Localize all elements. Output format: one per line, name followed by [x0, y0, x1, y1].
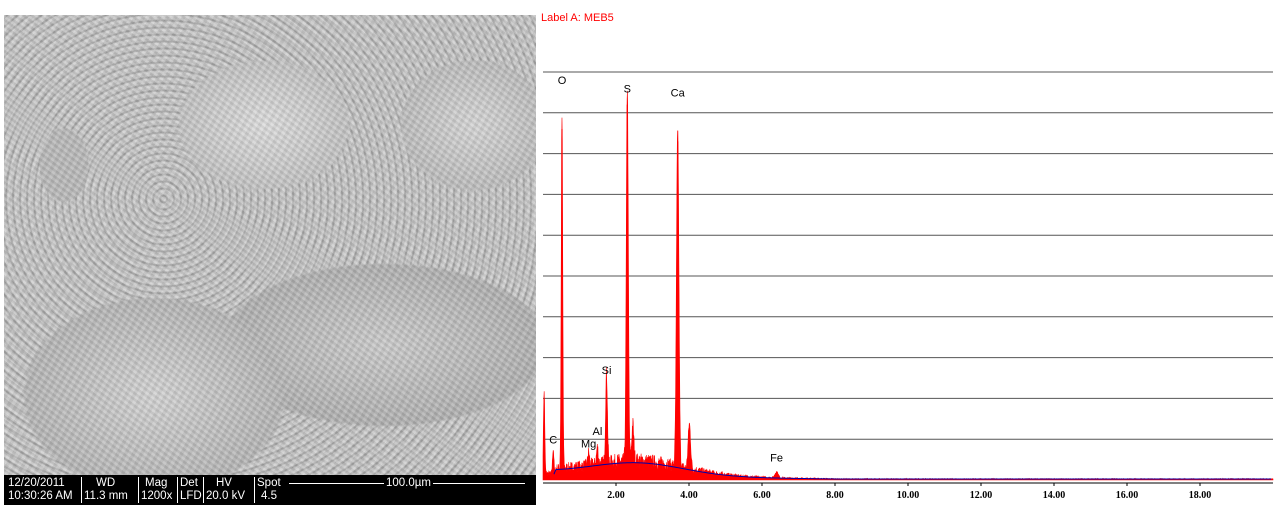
- sem-spot-value: 4.5: [261, 490, 277, 502]
- sem-micrograph-panel: 12/20/2011 10:30:26 AM WD 11.3 mm Mag 12…: [4, 0, 536, 505]
- element-label: Al: [592, 426, 602, 438]
- element-label: Ca: [671, 87, 686, 99]
- sem-date: 12/20/2011: [8, 477, 65, 489]
- sem-det-label: Det: [180, 477, 198, 489]
- sem-det-value: LFD: [180, 490, 202, 502]
- x-tick-label: 16.00: [1116, 490, 1139, 501]
- x-tick-label: 4.00: [680, 490, 698, 501]
- sem-separator: [203, 477, 204, 503]
- sem-hv-value: 20.0 kV: [206, 490, 245, 502]
- sem-hv: HV 20.0 kV: [206, 477, 245, 503]
- background-fit-curve: [553, 462, 1272, 480]
- element-label: S: [624, 83, 631, 95]
- sem-separator: [254, 477, 255, 503]
- chart-title: Label A: MEB5: [541, 12, 614, 24]
- series-layer: [542, 90, 1274, 481]
- sem-det: Det LFD: [180, 477, 202, 503]
- element-label: O: [558, 75, 567, 87]
- x-tick-label: 12.00: [970, 490, 993, 501]
- sem-time: 10:30:26 AM: [8, 490, 73, 502]
- x-tick-label: 2.00: [607, 490, 625, 501]
- x-tick-label: 10.00: [897, 490, 920, 501]
- sem-spot-label: Spot: [257, 477, 281, 489]
- sem-mag: Mag 1200x: [141, 477, 172, 503]
- element-label: Mg: [581, 438, 596, 450]
- sem-wd-label: WD: [96, 477, 116, 489]
- element-label: C: [549, 434, 557, 446]
- sem-spot: Spot 4.5: [257, 477, 281, 503]
- element-label: Si: [602, 365, 612, 377]
- sem-datetime: 12/20/2011 10:30:26 AM: [8, 477, 73, 503]
- x-tick-label: 8.00: [826, 490, 844, 501]
- eds-spectrum-panel: Label A: MEB5 O S Ca Si Al Mg C Fe 2.00 4.00 6.00…: [540, 0, 1274, 505]
- x-tick-label: 18.00: [1189, 490, 1212, 501]
- sem-info-bar: 12/20/2011 10:30:26 AM WD 11.3 mm Mag 12…: [4, 475, 536, 505]
- x-tick-label: 14.00: [1043, 490, 1066, 501]
- element-label: Fe: [770, 453, 783, 465]
- grid-layer: [543, 71, 1273, 484]
- sem-mag-label: Mag: [145, 477, 168, 489]
- sem-micrograph-image: [4, 15, 536, 475]
- sem-wd: WD 11.3 mm: [84, 477, 128, 503]
- sem-scale-bar-label: 100.0µm: [384, 477, 433, 490]
- sem-separator: [81, 477, 82, 503]
- spectrum-series: [542, 90, 1274, 481]
- sem-wd-value: 11.3 mm: [84, 490, 128, 502]
- sem-separator: [138, 477, 139, 503]
- sem-separator: [177, 477, 178, 503]
- sem-hv-label: HV: [216, 477, 232, 489]
- x-tick-label: 6.00: [753, 490, 771, 501]
- sem-mag-value: 1200x: [141, 490, 173, 502]
- tick-layer: 2.00 4.00 6.00 8.00 10.00 12.00 14.00 16.00 18.0…: [607, 483, 1211, 501]
